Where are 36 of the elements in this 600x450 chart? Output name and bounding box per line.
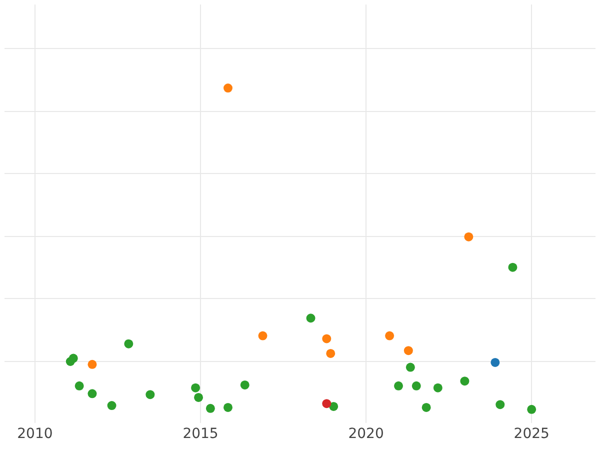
- point: [508, 262, 518, 272]
- point: [404, 346, 413, 356]
- point: [496, 400, 505, 410]
- x-tick-label: 2020: [348, 426, 384, 442]
- point: [88, 360, 97, 369]
- point: [422, 402, 431, 412]
- point: [464, 232, 474, 242]
- point: [206, 404, 215, 413]
- point: [88, 389, 97, 398]
- point: [322, 399, 332, 408]
- point: [385, 331, 394, 340]
- x-tick-label: 2025: [514, 426, 550, 442]
- point: [433, 383, 442, 392]
- point: [124, 339, 134, 348]
- point: [146, 390, 155, 400]
- point: [406, 362, 415, 372]
- x-tick-label: 2015: [182, 426, 218, 442]
- point: [223, 84, 232, 93]
- x-tick-label: 2010: [17, 426, 53, 442]
- point: [240, 380, 250, 390]
- point: [74, 381, 84, 390]
- point: [107, 401, 116, 410]
- point: [322, 334, 332, 344]
- point: [68, 354, 78, 363]
- point: [394, 381, 403, 390]
- point: [258, 331, 268, 340]
- point: [329, 402, 338, 411]
- point: [460, 376, 470, 386]
- point: [412, 381, 421, 390]
- point: [306, 314, 316, 323]
- point: [191, 383, 200, 392]
- point: [194, 392, 204, 402]
- point: [527, 404, 536, 414]
- point: [326, 348, 336, 358]
- point: [490, 358, 500, 367]
- point: [223, 402, 232, 412]
